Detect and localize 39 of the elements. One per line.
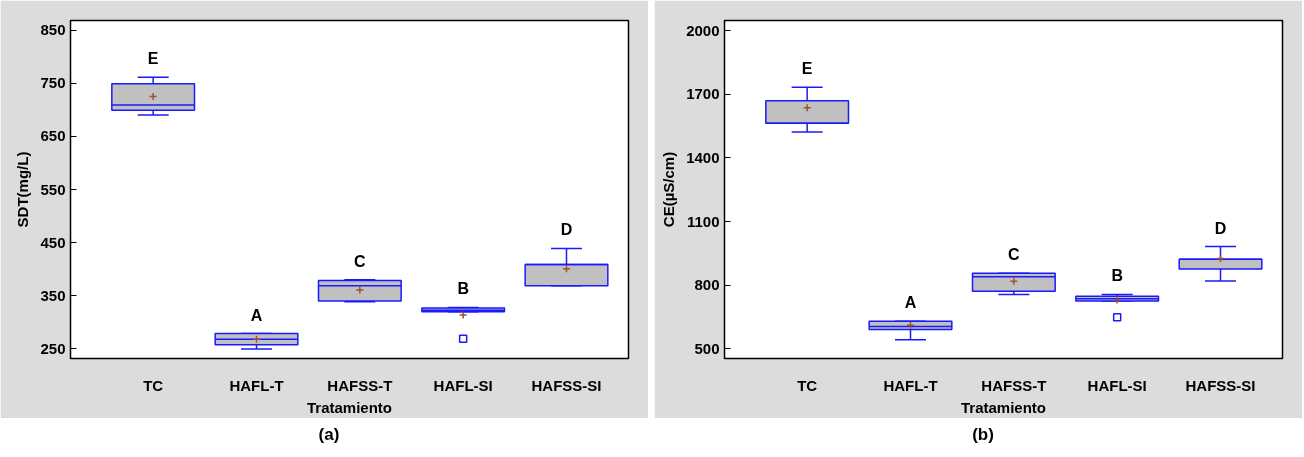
y-tick-label: 1400 — [686, 148, 720, 166]
annotation: D — [560, 221, 573, 239]
annotation: E — [147, 50, 159, 68]
annotation: E — [801, 60, 813, 78]
annotation: D — [1214, 219, 1227, 237]
y-tick-label: 2000 — [686, 21, 720, 39]
y-axis-title: SDT(mg/L) — [14, 151, 32, 228]
y-tick-label: 350 — [40, 286, 66, 304]
y-axis-title: CE(µS/cm) — [660, 151, 678, 228]
annotation: A — [904, 294, 917, 312]
annotation: A — [250, 306, 263, 324]
y-tick-label: 1100 — [686, 212, 720, 230]
x-tick-label: HAFSS-T — [981, 376, 1047, 394]
text: (b) — [972, 424, 994, 446]
x-tick-label: HAFSS-SI — [531, 376, 602, 394]
annotation: B — [457, 280, 469, 298]
x-tick-label: HAFL-T — [229, 376, 284, 394]
y-tick-label: 850 — [40, 21, 66, 39]
x-tick-label: HAFL-SI — [1087, 376, 1147, 394]
annotation: C — [354, 252, 367, 270]
y-tick-label: 1700 — [686, 85, 720, 103]
y-tick-label: 450 — [40, 233, 66, 251]
y-tick-label: 650 — [40, 127, 66, 145]
x-tick-label: TC — [797, 376, 818, 394]
x-axis-title: Tratamiento — [960, 398, 1047, 416]
y-tick-label: 550 — [40, 180, 66, 198]
y-tick-label: 800 — [694, 276, 720, 294]
x-tick-label: HAFL-SI — [433, 376, 493, 394]
y-tick-label: 250 — [40, 339, 66, 357]
x-tick-label: TC — [143, 376, 164, 394]
x-tick-label: HAFL-T — [883, 376, 938, 394]
x-tick-label: HAFSS-T — [327, 376, 393, 394]
y-tick-label: 500 — [694, 339, 720, 357]
annotation: B — [1111, 267, 1123, 285]
x-tick-label: HAFSS-SI — [1185, 376, 1256, 394]
annotation: C — [1008, 246, 1021, 264]
text: (a) — [318, 424, 340, 446]
x-axis-title: Tratamiento — [306, 398, 393, 416]
y-tick-label: 750 — [40, 74, 66, 92]
